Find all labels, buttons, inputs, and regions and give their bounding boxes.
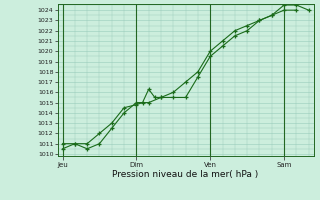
X-axis label: Pression niveau de la mer( hPa ): Pression niveau de la mer( hPa )	[112, 170, 259, 179]
